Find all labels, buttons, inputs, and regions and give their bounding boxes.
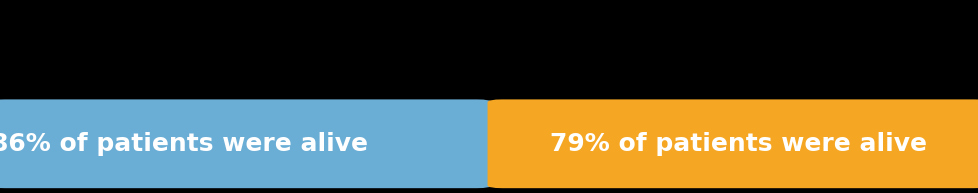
- FancyBboxPatch shape: [0, 99, 491, 188]
- FancyBboxPatch shape: [487, 99, 978, 188]
- Text: 86% of patients were alive: 86% of patients were alive: [0, 132, 368, 156]
- Text: 79% of patients were alive: 79% of patients were alive: [549, 132, 926, 156]
